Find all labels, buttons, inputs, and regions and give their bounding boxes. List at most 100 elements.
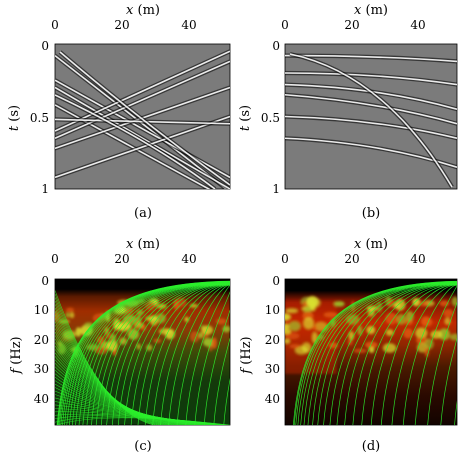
- panel-a-ytick-0: 0: [41, 39, 49, 53]
- amplitude-blob: [385, 329, 394, 336]
- event-trace: [55, 50, 230, 132]
- panel-d-caption: (d): [362, 439, 380, 454]
- panel-c-caption: (c): [134, 439, 151, 454]
- amplitude-blob: [285, 332, 300, 339]
- panel-a-xtick-1: 20: [114, 18, 129, 32]
- amplitude-blob: [295, 345, 308, 355]
- amplitude-blob: [382, 343, 397, 353]
- amplitude-blob: [439, 300, 450, 307]
- amplitude-blob: [136, 343, 141, 350]
- panel-b-ytick-2: 1: [272, 182, 280, 196]
- panel-d: x (m) 0 20 40 0 10 20 30 40 f (Hz) (d): [239, 237, 458, 454]
- amplitude-blob: [201, 325, 213, 335]
- panel-d-xlabel: x (m): [354, 237, 388, 252]
- amplitude-blob: [198, 331, 203, 339]
- amplitude-blob: [430, 330, 443, 339]
- amplitude-blob: [416, 337, 428, 344]
- panel-b-xtick-2: 40: [410, 18, 425, 32]
- panel-b-events: [285, 51, 457, 189]
- amplitude-blob: [146, 344, 153, 351]
- event-trace: [56, 417, 230, 425]
- amplitude-blob: [288, 321, 301, 331]
- amplitude-blob: [443, 308, 454, 318]
- panel-d-curves: [292, 280, 457, 425]
- panel-a-ylabel: t (s): [7, 105, 22, 131]
- panel-c-ytick-3: 30: [34, 362, 49, 376]
- event-trace: [307, 282, 457, 425]
- event-trace: [285, 83, 457, 111]
- amplitude-blob: [104, 326, 109, 335]
- amplitude-blob: [323, 312, 338, 318]
- event-trace: [55, 94, 216, 189]
- panel-c-plot: [54, 278, 231, 426]
- event-trace: [144, 284, 230, 425]
- amplitude-blob: [211, 337, 217, 349]
- amplitude-blob: [303, 317, 314, 330]
- panel-a-xlabel: x (m): [126, 3, 160, 18]
- panel-d-ytick-2: 20: [265, 333, 280, 347]
- event-trace: [111, 283, 230, 425]
- event-trace: [55, 115, 230, 179]
- panel-a-xtick-0: 0: [51, 18, 59, 32]
- panel-a-caption: (a): [134, 206, 152, 221]
- event-trace: [456, 286, 457, 287]
- panel-c-ytick-4: 40: [34, 392, 49, 406]
- amplitude-blob: [333, 301, 345, 307]
- event-trace: [289, 53, 453, 188]
- amplitude-blob: [306, 295, 319, 308]
- event-trace: [427, 285, 457, 425]
- amplitude-blob: [127, 328, 140, 340]
- amplitude-blob: [69, 312, 75, 319]
- panel-c-ytick-2: 20: [34, 333, 49, 347]
- panel-d-ytick-4: 40: [265, 392, 280, 406]
- amplitude-blob: [285, 308, 298, 313]
- panel-c-xtick-1: 20: [114, 252, 129, 266]
- event-trace: [352, 283, 457, 425]
- event-trace: [317, 282, 457, 425]
- event-trace: [414, 285, 457, 425]
- event-trace: [152, 284, 230, 425]
- event-trace: [203, 285, 230, 425]
- event-trace: [402, 285, 457, 425]
- amplitude-blob: [123, 306, 134, 314]
- amplitude-blob: [449, 333, 457, 341]
- panel-d-xtick-0: 0: [281, 252, 289, 266]
- panel-a-ytick-2: 1: [41, 182, 49, 196]
- amplitude-blob: [357, 325, 363, 336]
- event-trace: [391, 284, 457, 425]
- panel-c: x (m) 0 20 40 0 10 20 30 40 f (Hz) (c): [9, 237, 231, 454]
- panel-d-xtick-2: 40: [410, 252, 425, 266]
- event-trace: [91, 282, 230, 425]
- panel-c-ytick-0: 0: [41, 274, 49, 288]
- amplitude-blob: [385, 312, 398, 325]
- event-trace: [176, 284, 230, 425]
- amplitude-blob: [348, 331, 355, 341]
- event-trace: [100, 283, 230, 425]
- amplitude-blob: [285, 328, 292, 335]
- event-trace: [59, 51, 230, 186]
- panel-b-ytick-1: 0.5: [261, 111, 280, 125]
- panel-b-ylabel: t (s): [238, 105, 253, 131]
- amplitude-blob: [451, 296, 457, 307]
- amplitude-blob: [420, 316, 431, 327]
- event-trace: [456, 286, 457, 287]
- event-trace: [168, 284, 230, 425]
- panel-c-xtick-2: 40: [181, 252, 196, 266]
- amplitude-blob: [403, 328, 413, 339]
- amplitude-blob: [289, 344, 301, 349]
- amplitude-blob: [365, 341, 378, 349]
- panel-d-xtick-1: 20: [344, 252, 359, 266]
- event-trace: [344, 283, 457, 425]
- event-trace: [323, 282, 457, 425]
- event-trace: [55, 86, 230, 189]
- event-trace: [456, 286, 457, 287]
- event-trace: [223, 285, 230, 425]
- amplitude-blob: [110, 333, 116, 344]
- event-trace: [303, 282, 457, 425]
- amplitude-blob: [156, 303, 167, 309]
- event-trace: [285, 54, 457, 63]
- amplitude-blob: [149, 315, 158, 326]
- amplitude-blob: [65, 312, 70, 318]
- event-trace: [440, 285, 457, 425]
- event-trace: [370, 284, 457, 425]
